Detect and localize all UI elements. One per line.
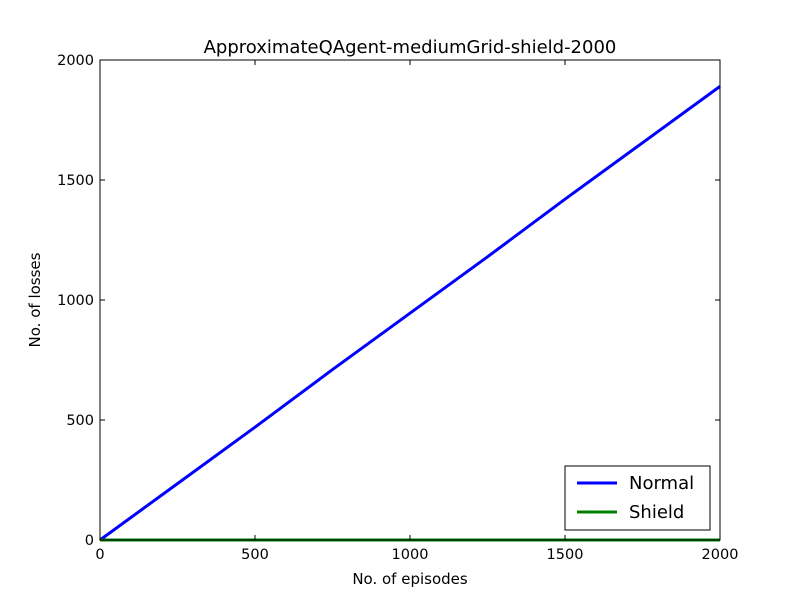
y-tick-label: 0 (85, 533, 94, 549)
y-axis-label: No. of losses (26, 252, 44, 347)
x-tick-label: 0 (95, 547, 104, 563)
legend-box (564, 465, 711, 531)
x-tick-label: 500 (241, 547, 269, 563)
chart-title: ApproximateQAgent-mediumGrid-shield-2000 (204, 37, 617, 58)
x-tick-label: 2000 (702, 547, 739, 563)
y-tick-label: 1000 (57, 293, 94, 309)
legend-label-shield: Shield (629, 502, 684, 523)
y-tick-label: 1500 (57, 173, 94, 189)
y-tick-label: 500 (66, 413, 94, 429)
series-line-normal (99, 85, 721, 542)
x-tick-label: 1000 (392, 547, 429, 563)
axis-ticks: 0 500 1000 1500 2000 0 500 1000 1500 2000 (57, 53, 738, 563)
legend-label-normal: Normal (629, 473, 694, 494)
legend: Normal Shield (564, 465, 711, 531)
x-axis-label: No. of episodes (352, 570, 468, 588)
x-tick-label: 1500 (547, 547, 584, 563)
y-tick-label: 2000 (57, 53, 94, 69)
